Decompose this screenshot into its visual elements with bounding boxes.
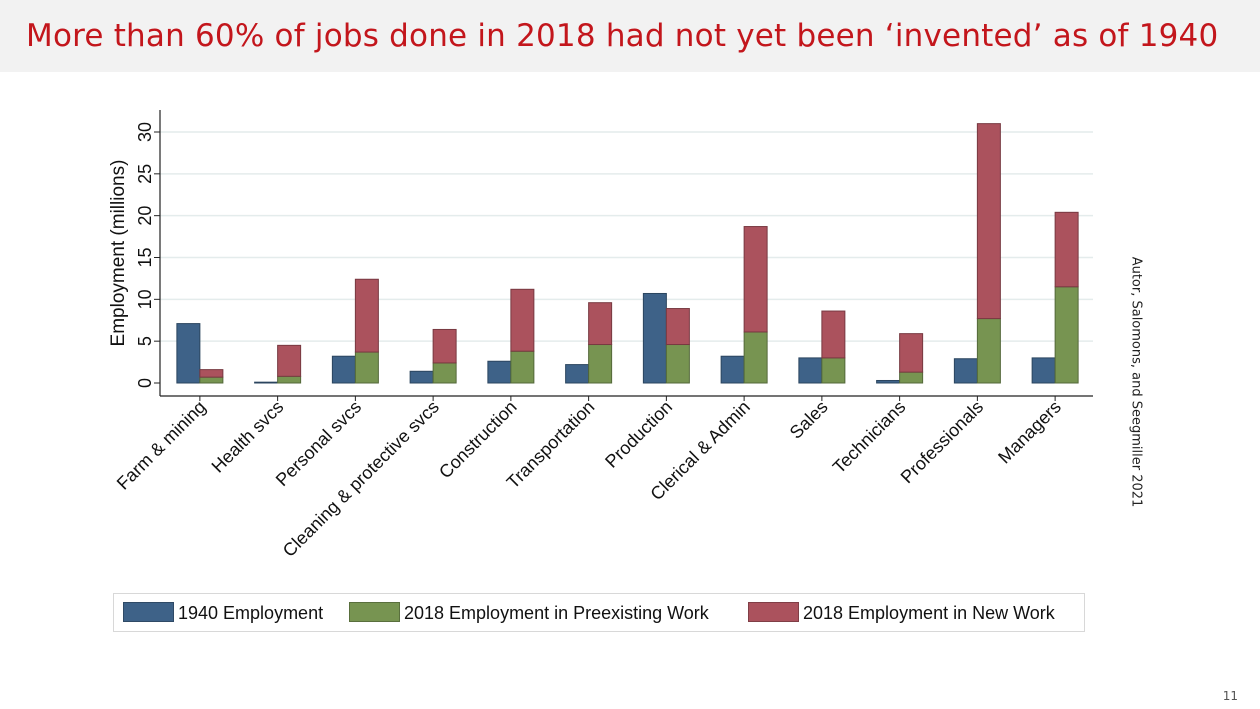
bar-1940-personal-svcs: [331, 355, 356, 384]
bar-2018-new-personal-svcs: [354, 278, 379, 353]
x-tick-label-construction: Construction: [435, 397, 521, 483]
legend-label-preexisting: 2018 Employment in Preexisting Work: [404, 603, 709, 623]
bar-2018-preexisting-transportation: [588, 344, 613, 384]
slide-title: More than 60% of jobs done in 2018 had n…: [26, 18, 1219, 54]
bar-2018-new-production: [665, 308, 690, 346]
bar-1940-transportation: [565, 364, 590, 384]
bar-2018-new-clerical-admin: [743, 226, 768, 333]
bar-2018-new-professionals: [976, 123, 1001, 320]
bar-2018-preexisting-health-svcs: [277, 375, 302, 384]
x-tick-label-health-svcs: Health svcs: [208, 397, 288, 477]
bar-1940-farm-mining: [176, 323, 201, 384]
y-tick-label-25: 25: [135, 164, 155, 184]
y-tick-label-5: 5: [135, 336, 155, 346]
x-tick-label-professionals: Professionals: [897, 397, 988, 488]
bar-2018-preexisting-sales: [821, 357, 846, 384]
bar-2018-new-health-svcs: [277, 344, 302, 377]
x-tick-label-technicians: Technicians: [829, 397, 910, 478]
bar-2018-preexisting-construction: [510, 350, 535, 384]
bar-2018-new-sales: [821, 310, 846, 359]
bar-2018-new-construction: [510, 288, 535, 352]
chart-legend: 1940 Employment 2018 Employment in Preex…: [113, 593, 1085, 632]
legend-swatch-preexisting: [349, 602, 400, 622]
axes: [159, 110, 1093, 397]
x-tick-label-farm-mining: Farm & mining: [113, 397, 210, 494]
x-tick-label-cleaning-protective-svcs: Cleaning & protective svcs: [279, 397, 443, 561]
bar-2018-new-farm-mining: [199, 369, 224, 378]
bar-1940-managers: [1031, 357, 1056, 384]
grid-lines: [160, 131, 1093, 342]
bar-2018-preexisting-personal-svcs: [354, 351, 379, 384]
x-tick-label-production: Production: [601, 397, 676, 472]
bar-2018-preexisting-clerical-admin: [743, 331, 768, 384]
bar-1940-professionals: [953, 358, 978, 384]
y-tick-label-15: 15: [135, 247, 155, 267]
bar-2018-preexisting-cleaning-protective-svcs: [432, 362, 457, 384]
bar-2018-preexisting-technicians: [899, 371, 924, 384]
bar-2018-new-managers: [1054, 211, 1079, 288]
y-tick-label-30: 30: [135, 122, 155, 142]
legend-label-1940: 1940 Employment: [178, 603, 324, 623]
legend-swatch-1940: [123, 602, 174, 622]
bar-2018-preexisting-farm-mining: [199, 376, 224, 384]
bar-2018-new-technicians: [899, 333, 924, 373]
bar-1940-production: [642, 292, 667, 384]
title-bar: [0, 0, 1260, 72]
bar-1940-sales: [798, 357, 823, 384]
bar-1940-health-svcs: [254, 381, 279, 384]
bar-1940-clerical-admin: [720, 355, 745, 384]
bar-2018-preexisting-professionals: [976, 318, 1001, 384]
x-tick-label-sales: Sales: [786, 397, 832, 443]
bars: [176, 123, 1079, 384]
bar-1940-technicians: [876, 379, 901, 384]
x-tick-label-managers: Managers: [994, 397, 1065, 468]
y-axis-title: Employment (millions): [108, 160, 129, 347]
y-tick-label-20: 20: [135, 206, 155, 226]
bar-2018-new-cleaning-protective-svcs: [432, 328, 457, 364]
bar-1940-construction: [487, 360, 512, 384]
bar-2018-new-transportation: [588, 302, 613, 346]
y-tick-label-0: 0: [135, 378, 155, 388]
bar-2018-preexisting-managers: [1054, 286, 1079, 384]
y-tick-labels: 0 5 10 15 20 25 30: [135, 122, 160, 388]
bar-2018-preexisting-production: [665, 344, 690, 384]
bar-1940-cleaning-protective-svcs: [409, 370, 434, 384]
y-tick-label-10: 10: [135, 289, 155, 309]
citation: Autor, Salomons, and Seegmiller 2021: [1128, 256, 1144, 508]
page-number: 11: [1222, 689, 1238, 703]
legend-label-new: 2018 Employment in New Work: [803, 603, 1055, 623]
legend-swatch-new: [748, 602, 799, 622]
